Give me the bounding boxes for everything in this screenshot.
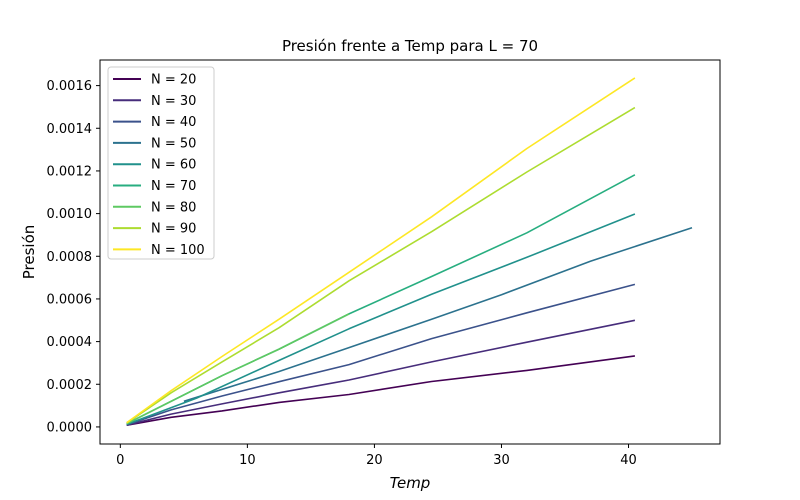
series-line bbox=[126, 213, 636, 426]
legend: N = 20 N = 30 N = 40 N = 50 N = 60 N = 70 N = … bbox=[107, 66, 215, 260]
legend-label: N = 90 bbox=[151, 222, 196, 237]
y-axis-label: Presión bbox=[20, 225, 38, 280]
series-lines bbox=[126, 77, 693, 426]
chart-title: Presión frente a Temp para L = 70 bbox=[282, 37, 538, 55]
y-tick-label: 0.0012 bbox=[47, 164, 93, 179]
series-line bbox=[126, 77, 636, 424]
x-tick-label: 20 bbox=[366, 453, 383, 468]
series-line bbox=[126, 319, 636, 426]
legend-label: N = 80 bbox=[151, 200, 196, 215]
series-line bbox=[126, 283, 636, 426]
x-tick-label: 10 bbox=[239, 453, 256, 468]
y-tick-label: 0.0014 bbox=[47, 122, 93, 137]
legend-label: N = 40 bbox=[151, 115, 196, 130]
y-tick-label: 0.0010 bbox=[47, 207, 93, 222]
legend-label: N = 70 bbox=[151, 179, 196, 194]
axes-frame bbox=[99, 59, 721, 445]
y-tick-label: 0.0006 bbox=[47, 292, 93, 307]
series-line bbox=[126, 106, 636, 424]
y-tick-label: 0.0000 bbox=[47, 420, 93, 435]
x-axis-label: Temp bbox=[390, 474, 431, 492]
series-line bbox=[126, 355, 636, 426]
y-tick-label: 0.0008 bbox=[47, 250, 93, 265]
legend-label: N = 50 bbox=[151, 136, 196, 151]
series-line bbox=[183, 226, 693, 403]
legend-label: N = 60 bbox=[151, 158, 196, 173]
legend-label: N = 20 bbox=[151, 73, 196, 88]
y-axis-ticks: 0.0000 0.0002 0.0004 0.0006 0.0008 0.0010 0.00… bbox=[47, 79, 100, 435]
y-tick-label: 0.0004 bbox=[47, 335, 93, 350]
series-line bbox=[126, 313, 350, 425]
x-axis-ticks: 0 10 20 30 40 bbox=[116, 444, 637, 468]
legend-label: N = 30 bbox=[151, 94, 196, 109]
x-tick-label: 30 bbox=[493, 453, 510, 468]
x-tick-label: 0 bbox=[116, 453, 124, 468]
x-tick-label: 40 bbox=[620, 453, 637, 468]
y-tick-label: 0.0002 bbox=[47, 378, 93, 393]
legend-label: N = 100 bbox=[151, 243, 205, 258]
y-tick-label: 0.0016 bbox=[47, 79, 93, 94]
legend-box bbox=[107, 66, 215, 260]
